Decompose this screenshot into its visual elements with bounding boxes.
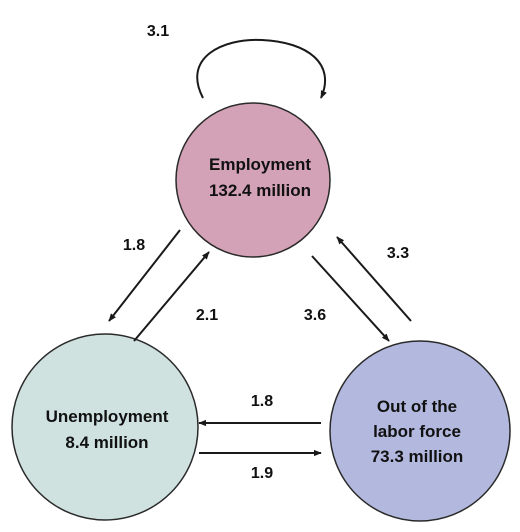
flow-label-employment-self: 3.1 bbox=[147, 23, 169, 40]
out-of-labor-force-count: 73.3 million bbox=[371, 447, 464, 466]
flow-label-unemployment-to-out: 1.9 bbox=[251, 465, 273, 482]
arrow-employment-to-unemployment bbox=[108, 229, 181, 322]
out-of-labor-force-node bbox=[329, 340, 511, 522]
arrow-employment-to-out bbox=[311, 255, 390, 342]
flow-label-unemployment-to-employment: 2.1 bbox=[196, 307, 218, 324]
flow-label-out-to-employment: 3.3 bbox=[387, 245, 409, 262]
employment-count: 132.4 million bbox=[209, 181, 311, 200]
out-of-labor-force-label-1: Out of the bbox=[377, 397, 457, 416]
employment-label: Employment bbox=[209, 155, 311, 174]
unemployment-node bbox=[11, 333, 199, 521]
flow-label-out-to-unemployment: 1.8 bbox=[251, 393, 273, 410]
unemployment-label: Unemployment bbox=[46, 407, 169, 426]
arrow-employment-self-loop bbox=[196, 38, 327, 99]
unemployment-count: 8.4 million bbox=[65, 433, 148, 452]
flow-label-employment-to-out: 3.6 bbox=[304, 307, 326, 324]
flow-label-employment-to-unemployment: 1.8 bbox=[123, 237, 145, 254]
arrow-unemployment-to-employment bbox=[133, 251, 210, 342]
employment-node bbox=[175, 102, 331, 258]
out-of-labor-force-label-2: labor force bbox=[373, 422, 461, 441]
arrow-out-to-employment bbox=[336, 236, 412, 322]
